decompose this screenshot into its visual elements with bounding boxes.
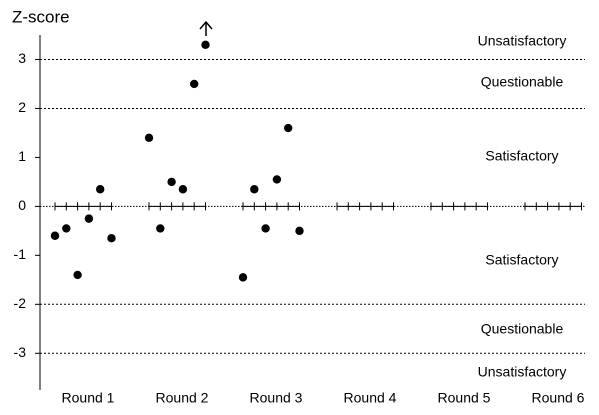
y-tick-label: -2 xyxy=(14,295,27,311)
y-axis-label: Z-score xyxy=(12,7,70,26)
zone-label: Satisfactory xyxy=(485,252,558,268)
point xyxy=(73,270,82,280)
zone-label: Questionable xyxy=(481,74,564,90)
point xyxy=(201,40,210,49)
point xyxy=(238,273,248,282)
zone-label: Unsatisfactory xyxy=(478,33,567,49)
x-tick-label: Round 6 xyxy=(532,390,585,406)
point xyxy=(261,224,270,233)
y-tick-label: 2 xyxy=(18,99,26,115)
point xyxy=(295,226,304,236)
point xyxy=(96,185,105,194)
point xyxy=(250,185,259,194)
zone-label: Unsatisfactory xyxy=(478,364,567,380)
point xyxy=(167,177,176,187)
y-tick-label: -1 xyxy=(14,246,27,262)
point xyxy=(178,185,188,194)
point xyxy=(156,224,165,233)
point xyxy=(107,234,116,243)
x-tick-label: Round 3 xyxy=(250,390,303,406)
x-tick-label: Round 2 xyxy=(156,390,209,406)
x-tick-label: Round 1 xyxy=(62,390,115,406)
point xyxy=(50,231,60,240)
zone-label: Satisfactory xyxy=(485,148,558,164)
y-tick-label: -3 xyxy=(14,344,27,360)
point xyxy=(84,214,94,223)
x-tick-label: Round 4 xyxy=(344,390,397,406)
point xyxy=(284,123,293,133)
y-tick-label: 3 xyxy=(18,50,26,66)
zone-label: Questionable xyxy=(481,321,564,337)
point xyxy=(190,79,199,89)
off-scale-arrow xyxy=(199,20,213,36)
point xyxy=(144,133,154,143)
x-tick-label: Round 5 xyxy=(438,390,491,406)
y-tick-label: 0 xyxy=(18,197,26,213)
y-tick-label: 1 xyxy=(18,148,26,164)
point xyxy=(62,224,71,233)
point xyxy=(272,175,282,184)
